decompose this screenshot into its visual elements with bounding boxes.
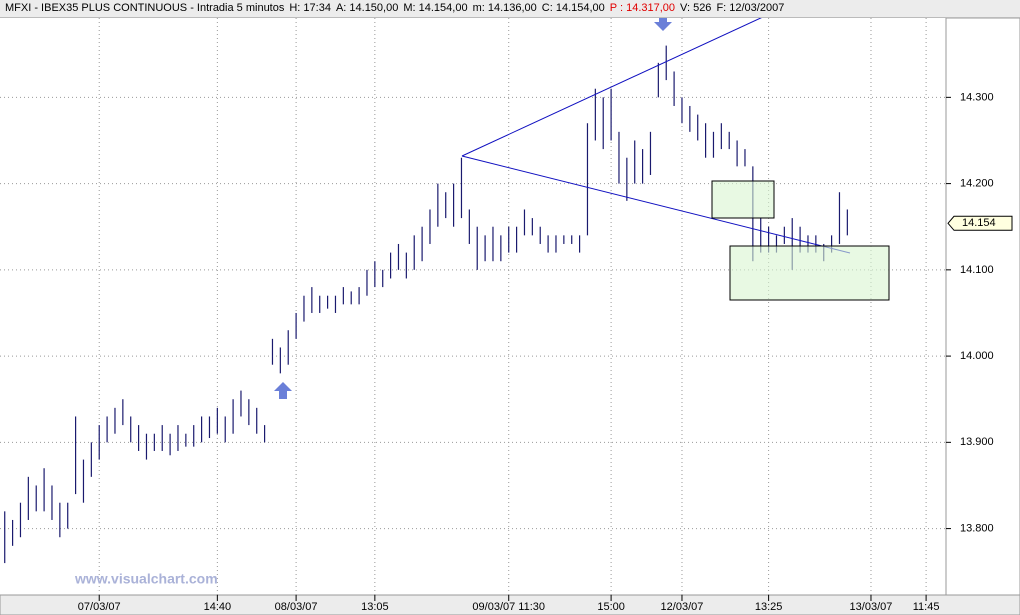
- zone-box: [711, 180, 775, 219]
- x-axis-panel: [0, 594, 1020, 615]
- y-tick-label: 13.800: [960, 522, 994, 534]
- x-tick-label: 07/03/07: [78, 601, 121, 613]
- y-tick-label: 14.100: [960, 264, 994, 276]
- trend-line: [461, 15, 766, 157]
- y-tick-label: 14.300: [960, 91, 994, 103]
- last-price-marker: [947, 215, 1013, 231]
- header-field: M: 14.154,00: [403, 2, 468, 14]
- x-tick-label: 15:00: [597, 601, 625, 613]
- y-tick-label: 13.900: [960, 436, 994, 448]
- header-field: V: 526: [680, 2, 712, 14]
- header-field: P : 14.317,00: [609, 2, 676, 14]
- x-tick-label: 13:05: [361, 601, 389, 613]
- header-field: F: 12/03/2007: [716, 2, 785, 14]
- bars: [4, 45, 848, 564]
- x-tick-label: 09/03/07 11:30: [472, 601, 545, 613]
- x-tick-label: 14:40: [204, 601, 232, 613]
- watermark: www.visualchart.com: [74, 571, 218, 587]
- arrow-up: [274, 382, 292, 399]
- arrow-down: [654, 14, 672, 31]
- x-axis: 07/03/07 14:40 08/03/07 13:05 09/03/07 11:30…: [78, 595, 940, 613]
- header-field: A: 14.150,00: [335, 2, 399, 14]
- header-field: C: 14.154,00: [541, 2, 605, 14]
- x-tick-label: 08/03/07: [275, 601, 318, 613]
- header-field: H: 17:34: [289, 2, 331, 14]
- y-axis: 13.800 13.900 14.000 14.100 14.200 14.300 14.1…: [946, 91, 1013, 534]
- y-tick-label: 14.000: [960, 350, 994, 362]
- plot-area: [0, 18, 946, 595]
- header-field: m: 14.136,00: [472, 2, 537, 14]
- y-axis-panel: [945, 17, 1020, 596]
- x-tick-label: 13/03/07: [850, 601, 893, 613]
- header-field: MFXI - IBEX35 PLUS CONTINUOUS - Intradia…: [5, 2, 285, 14]
- header: MFXI - IBEX35 PLUS CONTINUOUS - Intradia…: [0, 0, 1020, 18]
- x-tick-label: 12/03/07: [661, 601, 704, 613]
- y-tick-label: 14.200: [960, 178, 994, 190]
- zone-box: [729, 245, 890, 301]
- x-tick-label: 11:45: [913, 601, 940, 613]
- trend-line: [461, 155, 851, 254]
- last-price-label: 14.154: [962, 217, 996, 229]
- x-tick-label: 13:25: [755, 601, 783, 613]
